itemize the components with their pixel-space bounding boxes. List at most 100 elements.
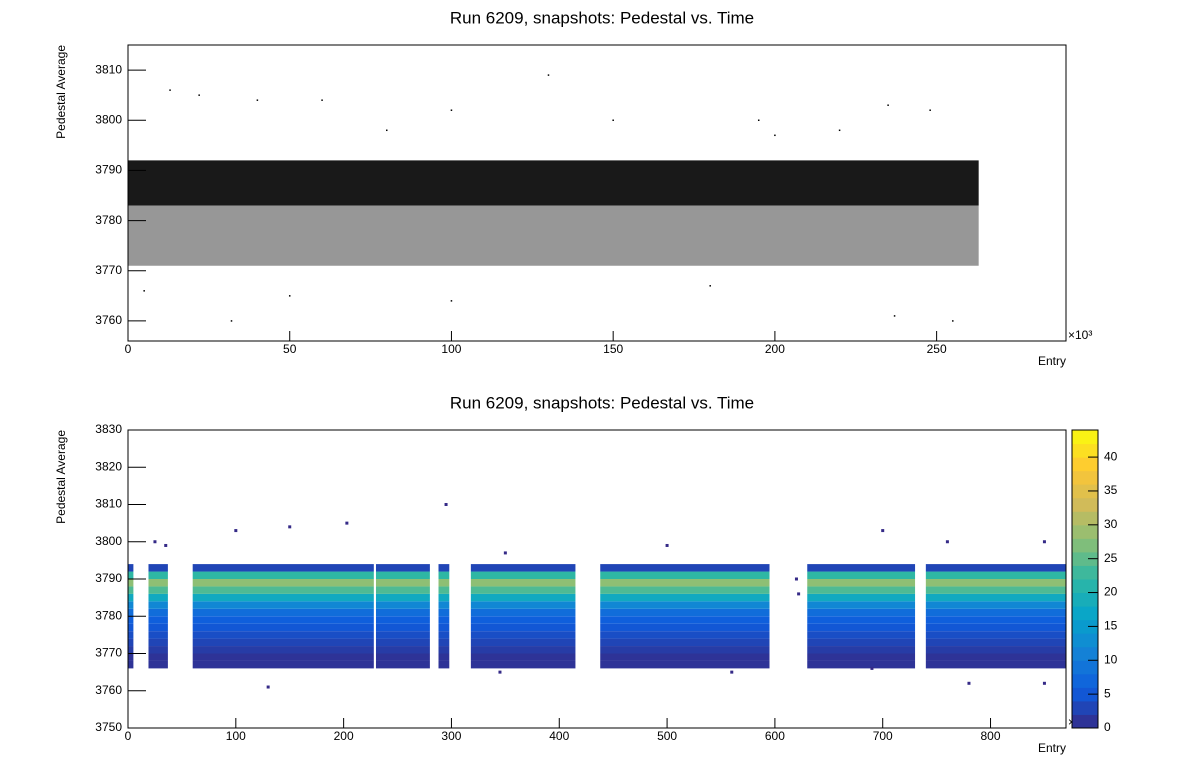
heat-cell — [192, 623, 374, 632]
y-tick-label: 3810 — [95, 497, 122, 511]
heat-cell — [438, 608, 450, 617]
x-tick-label: 100 — [441, 342, 461, 356]
color-bar-step — [1072, 633, 1098, 648]
heat-cell — [128, 631, 134, 639]
heat-cell — [807, 646, 916, 654]
heat-cell — [470, 601, 576, 609]
x-tick-label: 400 — [549, 729, 569, 743]
heat-cell — [807, 660, 916, 669]
y-tick-label: 3830 — [95, 422, 122, 436]
y-tick-label: 3800 — [95, 112, 122, 126]
y-tick-label: 3800 — [95, 534, 122, 548]
heat-cell — [128, 579, 134, 587]
heat-cell — [925, 608, 1066, 617]
x-tick-label: 250 — [927, 342, 947, 356]
heat-cell — [148, 660, 168, 669]
point — [887, 104, 889, 106]
heat-cell — [967, 681, 971, 685]
y-tick-label: 3790 — [95, 571, 122, 585]
heat-cell — [148, 593, 168, 602]
plot — [128, 503, 1066, 689]
x-tick-label: 150 — [603, 342, 623, 356]
chart-title: Run 6209, snapshots: Pedestal vs. Time — [450, 393, 754, 412]
heat-cell — [128, 601, 134, 609]
color-bar-step — [1072, 673, 1098, 688]
color-bar-step — [1072, 538, 1098, 553]
heat-cell — [128, 608, 134, 617]
heat-cell — [807, 586, 916, 594]
heat-cell — [148, 623, 168, 632]
point — [893, 315, 896, 317]
heat-cell — [807, 579, 916, 587]
heat-cell — [192, 646, 374, 654]
heat-cell — [192, 653, 374, 661]
heat-cell — [600, 646, 770, 654]
point-band — [128, 160, 979, 206]
x-tick-label: 0 — [125, 342, 132, 356]
heat-cell — [128, 593, 134, 602]
heat-cell — [438, 571, 450, 579]
heat-cell — [807, 653, 916, 661]
heat-cell — [730, 670, 734, 674]
heat-cell — [470, 638, 576, 647]
heat-cell — [375, 586, 430, 594]
color-bar-step — [1072, 619, 1098, 634]
heat-cell — [925, 660, 1066, 669]
heat-cell — [375, 638, 430, 647]
heat-cell — [192, 586, 374, 594]
heat-cell — [925, 571, 1066, 579]
heat-cell — [438, 579, 450, 587]
point — [612, 119, 614, 122]
heat-cell — [192, 593, 374, 602]
y-tick-label: 3760 — [95, 683, 122, 697]
z-tick-label: 40 — [1104, 449, 1118, 463]
color-bar-step — [1072, 497, 1098, 512]
point — [321, 99, 323, 101]
heat-cell — [498, 670, 502, 674]
x-tick-label: 100 — [226, 729, 246, 743]
heat-cell — [870, 666, 874, 670]
heat-cell — [375, 616, 430, 624]
z-tick-label: 20 — [1104, 585, 1118, 599]
heat-cell — [438, 653, 450, 661]
heat-cell — [266, 685, 270, 689]
y-tick-label: 3760 — [95, 313, 122, 327]
heat-cell — [148, 571, 168, 579]
color-bar-step — [1072, 524, 1098, 539]
heat-cell — [192, 571, 374, 579]
heat-cell — [128, 653, 134, 661]
heat-cell — [881, 529, 885, 533]
heat-cell — [945, 540, 949, 544]
heat-cell — [925, 586, 1066, 594]
point — [288, 295, 291, 297]
plot — [128, 74, 979, 322]
heat-cell — [128, 564, 134, 572]
heat-cell — [600, 653, 770, 661]
z-tick-label: 5 — [1104, 686, 1111, 700]
color-bar-step — [1072, 470, 1098, 485]
color-bar-step — [1072, 579, 1098, 594]
heat-cell — [438, 631, 450, 639]
heat-cell — [375, 631, 430, 639]
x-tick-label: 0 — [125, 729, 132, 743]
heat-cell — [600, 623, 770, 632]
color-bar-step — [1072, 511, 1098, 526]
heat-cell — [470, 631, 576, 639]
heat-cell — [288, 525, 292, 529]
heat-cell — [192, 631, 374, 639]
color-bar-step — [1072, 592, 1098, 607]
color-bar-step — [1072, 443, 1098, 458]
heat-cell — [375, 608, 430, 617]
heat-cell — [375, 623, 430, 632]
heat-cell — [470, 579, 576, 587]
point — [230, 320, 233, 322]
color-bar-step — [1072, 700, 1098, 715]
heat-cell — [128, 638, 134, 647]
heat-cell — [375, 601, 430, 609]
y-axis-label: Pedestal Average — [54, 430, 68, 524]
color-bar-step — [1072, 714, 1098, 729]
point — [757, 119, 760, 122]
heat-cell — [600, 608, 770, 617]
heat-cell — [600, 631, 770, 639]
